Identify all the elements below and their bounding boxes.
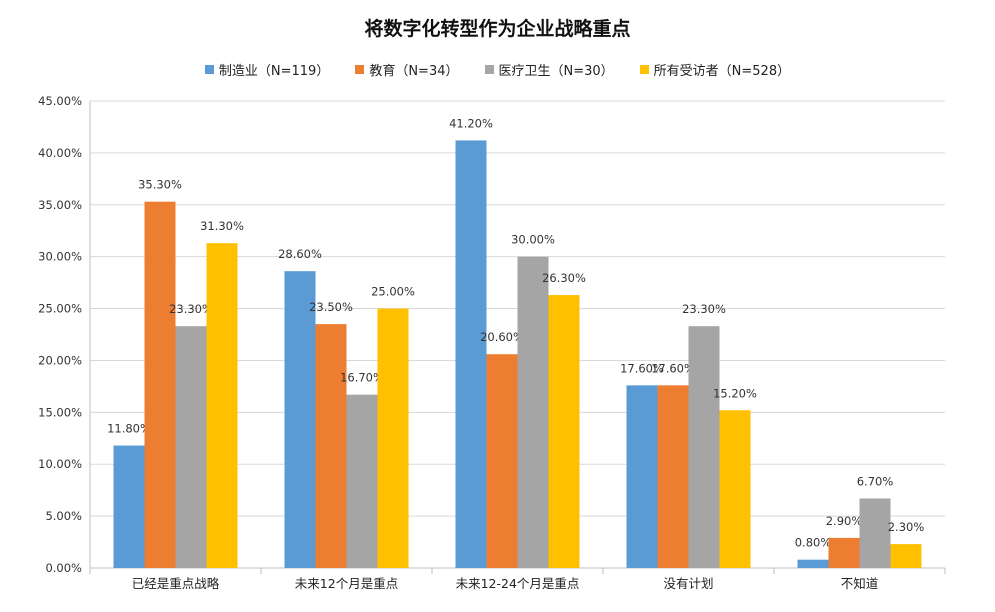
data-label: 41.20%	[449, 116, 493, 130]
legend: 制造业（N=119） 教育（N=34） 医疗卫生（N=30） 所有受访者（N=5…	[0, 60, 995, 79]
data-label: 23.30%	[682, 302, 726, 316]
bar	[284, 271, 316, 568]
y-tick-label: 45.00%	[38, 94, 82, 108]
y-tick-label: 25.00%	[38, 302, 82, 316]
data-label: 35.30%	[138, 178, 182, 192]
data-label: 23.30%	[169, 302, 213, 316]
bar	[797, 559, 829, 568]
bar	[455, 140, 487, 569]
legend-label-manufacturing: 制造业（N=119）	[218, 64, 330, 79]
data-label: 30.00%	[511, 233, 555, 247]
bar	[626, 385, 658, 568]
bar	[346, 394, 378, 568]
bar	[719, 410, 751, 568]
legend-label-all-respondents: 所有受访者（N=528）	[653, 64, 791, 79]
data-label: 28.60%	[278, 247, 322, 261]
y-tick-label: 40.00%	[38, 146, 82, 160]
bar	[486, 354, 518, 568]
data-label: 17.60%	[620, 361, 664, 375]
data-label: 20.60%	[480, 330, 524, 344]
legend-swatch-manufacturing	[204, 65, 214, 74]
data-label: 6.70%	[857, 474, 894, 488]
x-tick-label: 未来12个月是重点	[295, 576, 398, 591]
data-label: 0.80%	[795, 536, 832, 550]
legend-item-healthcare: 医疗卫生（N=30）	[484, 60, 614, 79]
y-tick-label: 15.00%	[38, 405, 82, 419]
bar	[315, 324, 347, 568]
bar	[688, 326, 720, 568]
data-label: 23.50%	[309, 300, 353, 314]
legend-item-education: 教育（N=34）	[355, 60, 459, 79]
legend-item-manufacturing: 制造业（N=119）	[204, 60, 330, 79]
y-tick-label: 30.00%	[38, 250, 82, 264]
legend-label-healthcare: 医疗卫生（N=30）	[498, 64, 614, 79]
x-tick-label: 已经是重点战略	[132, 576, 220, 591]
legend-label-education: 教育（N=34）	[369, 64, 459, 79]
legend-item-all-respondents: 所有受访者（N=528）	[639, 60, 791, 79]
legend-swatch-healthcare	[484, 65, 494, 74]
data-label: 16.70%	[340, 371, 384, 385]
bar	[657, 385, 689, 568]
bar	[113, 445, 145, 568]
x-tick-label: 不知道	[841, 576, 879, 591]
bar	[828, 537, 860, 568]
y-tick-label: 10.00%	[38, 457, 82, 471]
bar	[175, 326, 207, 568]
bar	[144, 201, 176, 569]
bar	[859, 498, 891, 568]
data-label: 2.90%	[826, 514, 863, 528]
y-tick-label: 5.00%	[45, 509, 82, 523]
legend-swatch-education	[355, 65, 365, 74]
bar	[890, 544, 922, 568]
bar	[377, 308, 409, 568]
y-tick-label: 20.00%	[38, 353, 82, 367]
y-tick-label: 35.00%	[38, 198, 82, 212]
y-tick-label: 0.00%	[45, 561, 82, 575]
data-label: 15.20%	[713, 386, 757, 400]
data-label: 31.30%	[200, 219, 244, 233]
data-label: 11.80%	[107, 422, 151, 436]
legend-swatch-all-respondents	[639, 65, 649, 74]
bar	[548, 295, 580, 568]
chart-title: 将数字化转型作为企业战略重点	[364, 18, 631, 40]
bar	[517, 256, 549, 568]
data-label: 2.30%	[888, 520, 925, 534]
x-tick-label: 没有计划	[663, 576, 713, 591]
x-tick-label: 未来12-24个月是重点	[456, 576, 580, 591]
data-label: 25.00%	[371, 285, 415, 299]
data-label: 26.30%	[542, 271, 586, 285]
data-label: 17.60%	[651, 361, 695, 375]
bar	[206, 243, 238, 569]
